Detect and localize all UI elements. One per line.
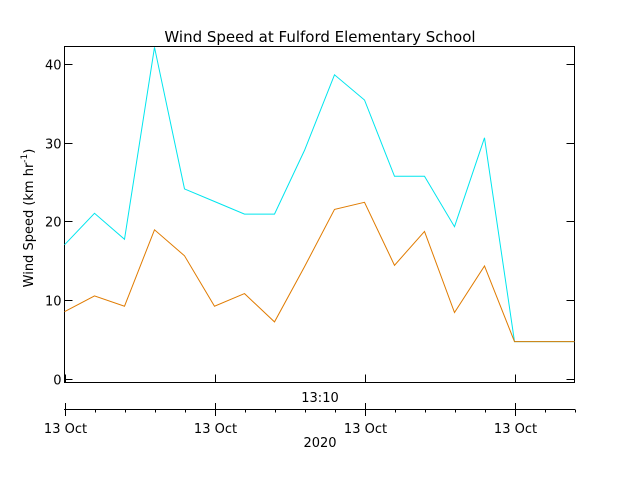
time-label: 13:10 xyxy=(301,391,338,406)
plot-frame xyxy=(64,46,575,383)
date-tick-label: 13 Oct xyxy=(494,422,537,437)
y-axis-title: Wind Speed (km hr-1) xyxy=(20,149,37,288)
y-tick-label: 20 xyxy=(45,216,62,231)
svg-text:Wind Speed (km hr-1): Wind Speed (km hr-1) xyxy=(20,149,37,288)
y-tick-label: 40 xyxy=(45,59,62,74)
y-axis-title-superscript: -1 xyxy=(20,154,30,163)
series-line-0 xyxy=(64,47,575,343)
y-tick-label: 0 xyxy=(53,374,61,389)
y-axis-ticks: 0 10 20 30 40 xyxy=(45,59,575,389)
y-tick-label: 10 xyxy=(45,295,62,310)
date-tick-label: 13 Oct xyxy=(344,422,387,437)
y-axis-title-suffix: ) xyxy=(22,149,37,154)
date-tick-label: 13 Oct xyxy=(44,422,87,437)
chart-title: Wind Speed at Fulford Elementary School xyxy=(164,28,475,46)
date-axis-ticks: 13 Oct 13 Oct 13 Oct 13 Oct xyxy=(44,374,576,437)
y-axis-title-text: Wind Speed (km hr xyxy=(22,162,37,287)
date-tick-label: 13 Oct xyxy=(194,422,237,437)
series-layer xyxy=(64,47,575,343)
y-tick-label: 30 xyxy=(45,138,62,153)
year-label: 2020 xyxy=(303,436,336,451)
series-line-1 xyxy=(64,201,575,343)
